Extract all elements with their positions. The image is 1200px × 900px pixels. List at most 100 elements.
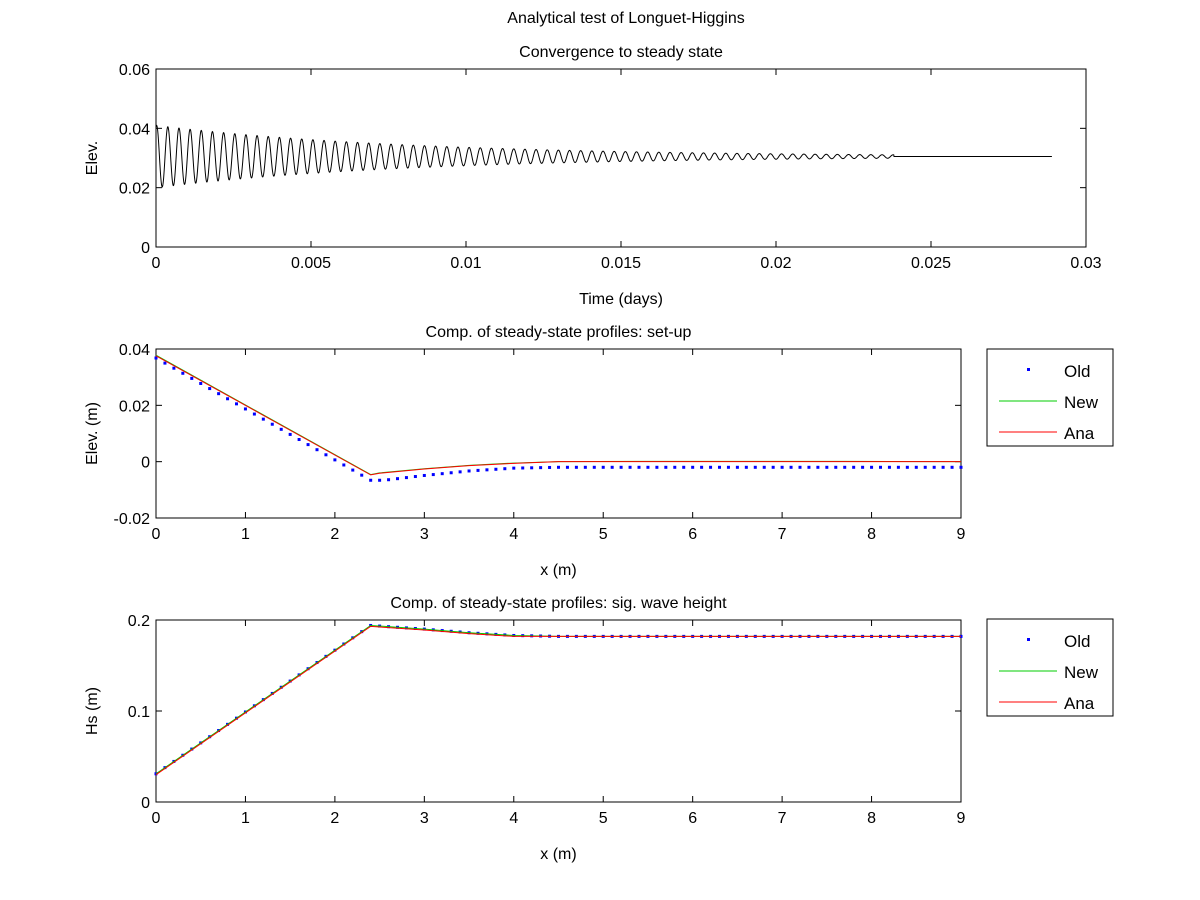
- data-point: [583, 465, 587, 469]
- data-point: [485, 468, 489, 472]
- data-point: [843, 465, 847, 469]
- data-point: [789, 465, 793, 469]
- y-tick-label: 0.02: [119, 398, 150, 415]
- data-point: [861, 465, 865, 469]
- y-tick-label: 0.04: [119, 121, 150, 138]
- x-tick-label: 0: [152, 526, 161, 543]
- x-tick-label: 3: [420, 526, 429, 543]
- x-tick-label: 6: [688, 810, 697, 827]
- legend-marker-old: [1027, 368, 1030, 371]
- data-point: [610, 465, 614, 469]
- data-point: [252, 412, 256, 416]
- data-point: [476, 468, 480, 472]
- data-point: [726, 465, 730, 469]
- data-point: [718, 465, 721, 469]
- data-point: [673, 465, 677, 469]
- y-tick-label: 0: [141, 795, 150, 812]
- data-point: [959, 465, 963, 469]
- data-point: [557, 465, 560, 469]
- data-point: [923, 465, 927, 469]
- legend-label-old: Old: [1064, 632, 1090, 651]
- data-point: [914, 465, 918, 469]
- y-tick-label: 0.1: [128, 704, 150, 721]
- axes-box: [155, 619, 962, 803]
- data-point: [297, 438, 301, 442]
- data-point: [530, 466, 534, 470]
- data-point: [762, 465, 766, 469]
- data-point: [887, 465, 891, 469]
- x-tick-label: 6: [688, 526, 697, 543]
- series-points-old: [154, 356, 963, 482]
- data-point: [449, 471, 453, 475]
- figure-title: Analytical test of Longuet-Higgins: [507, 10, 744, 27]
- series-line-elev: [155, 124, 1052, 188]
- data-point: [261, 417, 265, 421]
- legend-box: [986, 348, 1114, 447]
- data-point: [825, 465, 829, 469]
- data-point: [646, 465, 650, 469]
- data-point: [753, 465, 757, 469]
- legend-label-ana: Ana: [1064, 694, 1095, 713]
- data-point: [279, 427, 283, 431]
- data-point: [941, 465, 945, 469]
- data-point: [494, 467, 498, 471]
- x-tick-label: 3: [420, 810, 429, 827]
- x-tick-label: 0: [152, 255, 161, 272]
- data-point: [870, 465, 874, 469]
- legend-marker-old: [1027, 638, 1030, 641]
- data-point: [342, 463, 346, 467]
- data-point: [905, 465, 909, 469]
- data-point: [896, 465, 900, 469]
- data-point: [422, 473, 426, 477]
- x-tick-label: 0.01: [450, 255, 481, 272]
- data-point: [592, 465, 596, 469]
- data-point: [771, 465, 775, 469]
- data-point: [619, 465, 623, 469]
- y-tick-label: 0.04: [119, 342, 150, 359]
- data-point: [270, 422, 274, 426]
- data-point: [637, 465, 641, 469]
- y-tick-label: 0.06: [119, 62, 150, 79]
- x-tick-label: 0.02: [760, 255, 791, 272]
- data-point: [539, 466, 543, 470]
- data-point: [503, 467, 507, 471]
- x-tick-label: 9: [957, 526, 966, 543]
- axes-box: [155, 348, 962, 519]
- y-axis-label: Hs (m): [84, 687, 101, 735]
- data-point: [834, 465, 838, 469]
- x-tick-label: 8: [867, 526, 876, 543]
- y-axis-label: Elev.: [84, 141, 101, 175]
- x-tick-label: 7: [778, 810, 787, 827]
- legend: Old New Ana: [986, 348, 1114, 447]
- data-point: [932, 465, 936, 469]
- data-point: [243, 407, 247, 411]
- x-tick-label: 5: [599, 526, 608, 543]
- plot-title: Comp. of steady-state profiles: sig. wav…: [390, 595, 727, 612]
- data-point: [208, 387, 212, 391]
- data-point: [628, 465, 632, 469]
- data-point: [691, 465, 695, 469]
- data-point: [709, 465, 713, 469]
- x-tick-label: 2: [330, 810, 339, 827]
- plot-hs: Comp. of steady-state profiles: sig. wav…: [84, 595, 1114, 863]
- data-point: [163, 361, 167, 365]
- data-point: [700, 465, 704, 469]
- x-tick-label: 8: [867, 810, 876, 827]
- data-point: [431, 473, 435, 477]
- x-tick-label: 9: [957, 810, 966, 827]
- data-point: [315, 448, 319, 452]
- data-point: [404, 476, 408, 480]
- series-line-ana: [155, 355, 961, 476]
- data-point: [574, 465, 578, 469]
- y-tick-label: -0.02: [114, 511, 151, 528]
- data-point: [735, 465, 739, 469]
- data-point: [396, 477, 399, 481]
- x-tick-label: 0.015: [601, 255, 641, 272]
- data-point: [172, 366, 176, 370]
- data-point: [351, 468, 355, 472]
- data-point: [154, 356, 158, 360]
- x-tick-label: 7: [778, 526, 787, 543]
- plot-title: Comp. of steady-state profiles: set-up: [426, 324, 692, 341]
- data-point: [413, 475, 417, 479]
